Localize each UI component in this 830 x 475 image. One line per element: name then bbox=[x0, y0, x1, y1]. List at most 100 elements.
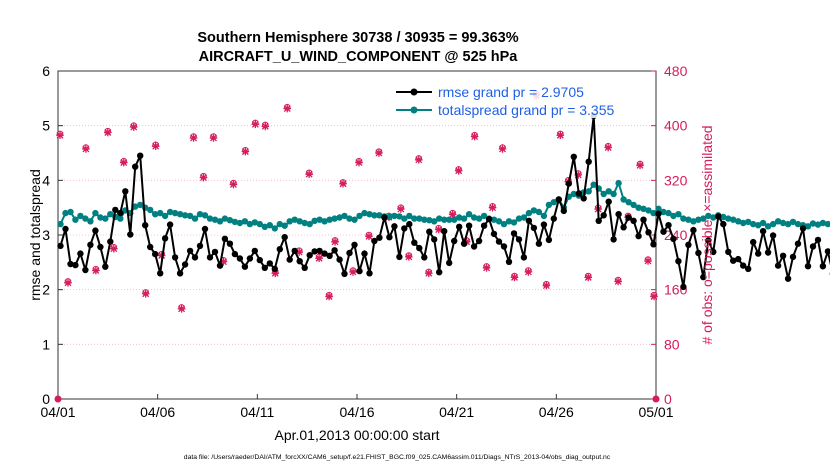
rmse-marker bbox=[660, 229, 666, 235]
x-tick-label: 05/01 bbox=[638, 404, 673, 420]
rmse-marker bbox=[336, 256, 342, 262]
obs-assimilated-marker bbox=[425, 269, 433, 277]
rmse-marker bbox=[466, 223, 472, 229]
obs-assimilated-marker bbox=[636, 162, 644, 170]
rmse-marker bbox=[162, 235, 168, 241]
rmse-marker bbox=[486, 216, 492, 222]
rmse-marker bbox=[496, 238, 502, 244]
rmse-marker bbox=[615, 211, 621, 217]
obs-assimilated-marker bbox=[190, 134, 198, 142]
rmse-marker bbox=[521, 254, 527, 260]
rmse-marker bbox=[406, 221, 412, 227]
rmse-marker bbox=[446, 260, 452, 266]
rmse-marker bbox=[795, 241, 801, 247]
rmse-marker bbox=[142, 222, 148, 228]
rmse-marker bbox=[366, 270, 372, 276]
obs-endpoint-marker bbox=[653, 396, 660, 403]
rmse-marker bbox=[247, 255, 253, 261]
rmse-marker bbox=[257, 257, 263, 263]
y-tick-label-left: 6 bbox=[42, 63, 50, 79]
obs-assimilated-marker bbox=[110, 245, 118, 253]
obs-assimilated-marker bbox=[200, 174, 208, 182]
rmse-marker bbox=[610, 236, 616, 242]
legend-spread-marker bbox=[411, 107, 418, 114]
rmse-marker bbox=[217, 262, 223, 268]
rmse-marker bbox=[62, 226, 68, 232]
rmse-marker bbox=[416, 245, 422, 251]
x-tick-label: 04/21 bbox=[439, 404, 474, 420]
rmse-marker bbox=[252, 248, 258, 254]
obs-assimilated-marker bbox=[262, 123, 270, 131]
rmse-marker bbox=[331, 247, 337, 253]
rmse-marker bbox=[97, 244, 103, 250]
rmse-marker bbox=[606, 199, 612, 205]
rmse-marker bbox=[476, 238, 482, 244]
obs-assimilated-marker bbox=[152, 142, 160, 150]
rmse-marker bbox=[376, 235, 382, 241]
rmse-marker bbox=[92, 227, 98, 233]
rmse-marker bbox=[765, 249, 771, 255]
y-tick-label-left: 5 bbox=[42, 118, 50, 134]
rmse-marker bbox=[531, 225, 537, 231]
rmse-marker bbox=[272, 266, 278, 272]
rmse-marker bbox=[72, 262, 78, 268]
obs-assimilated-marker bbox=[104, 129, 112, 137]
rmse-marker bbox=[157, 270, 163, 276]
rmse-marker bbox=[237, 255, 243, 261]
rmse-marker bbox=[581, 195, 587, 201]
y-tick-label-left: 4 bbox=[42, 172, 50, 188]
totalspread-marker bbox=[102, 215, 108, 221]
rmse-marker bbox=[401, 225, 407, 231]
rmse-marker bbox=[601, 212, 607, 218]
x-tick-label: 04/26 bbox=[539, 404, 574, 420]
rmse-marker bbox=[566, 180, 572, 186]
obs-assimilated-marker bbox=[397, 205, 405, 213]
obs-assimilated-marker bbox=[644, 257, 652, 265]
obs-assimilated-marker bbox=[650, 293, 658, 301]
obs-assimilated-marker bbox=[92, 267, 100, 275]
rmse-marker bbox=[556, 196, 562, 202]
chart-title-line-2: AIRCRAFT_U_WIND_COMPONENT @ 525 hPa bbox=[199, 49, 519, 65]
rmse-marker bbox=[421, 254, 427, 260]
y-axis-label-right: # of obs: o=possible; ×=assimilated bbox=[699, 125, 715, 344]
rmse-marker bbox=[770, 232, 776, 238]
rmse-marker bbox=[506, 259, 512, 265]
obs-endpoint-marker bbox=[55, 396, 62, 403]
rmse-marker bbox=[680, 284, 686, 290]
rmse-marker bbox=[825, 248, 830, 254]
rmse-marker bbox=[815, 237, 821, 243]
rmse-marker bbox=[391, 223, 397, 229]
obs-assimilated-marker bbox=[305, 170, 313, 178]
rmse-marker bbox=[426, 229, 432, 235]
rmse-marker bbox=[177, 270, 183, 276]
obs-assimilated-marker bbox=[471, 133, 479, 141]
rmse-marker bbox=[516, 236, 522, 242]
rmse-marker bbox=[197, 243, 203, 249]
obs-assimilated-marker bbox=[120, 159, 128, 167]
rmse-marker bbox=[501, 243, 507, 249]
rmse-marker bbox=[87, 242, 93, 248]
rmse-marker bbox=[461, 241, 467, 247]
obs-layer bbox=[55, 91, 660, 402]
obs-assimilated-marker bbox=[56, 131, 64, 139]
obs-assimilated-marker bbox=[415, 156, 423, 164]
rmse-marker bbox=[172, 254, 178, 260]
totalspread-marker bbox=[57, 221, 63, 227]
totalspread-marker bbox=[192, 215, 198, 221]
rmse-marker bbox=[511, 230, 517, 236]
rmse-marker bbox=[665, 222, 671, 228]
obs-assimilated-marker bbox=[178, 305, 186, 313]
rmse-marker bbox=[720, 221, 726, 227]
obs-assimilated-marker bbox=[64, 279, 72, 287]
rmse-marker bbox=[775, 262, 781, 268]
rmse-marker bbox=[302, 265, 308, 271]
obs-assimilated-marker bbox=[455, 167, 463, 175]
totalspread-marker bbox=[117, 215, 123, 221]
totalspread-marker bbox=[282, 223, 288, 229]
legend-rmse-label: rmse grand pr = 2.9705 bbox=[438, 84, 584, 100]
totalspread-marker bbox=[541, 213, 547, 219]
totalspread-marker bbox=[461, 215, 467, 221]
chart-title-line-1: Southern Hemisphere 30738 / 30935 = 99.3… bbox=[197, 30, 518, 46]
totalspread-marker bbox=[615, 180, 621, 186]
rmse-marker bbox=[277, 246, 283, 252]
